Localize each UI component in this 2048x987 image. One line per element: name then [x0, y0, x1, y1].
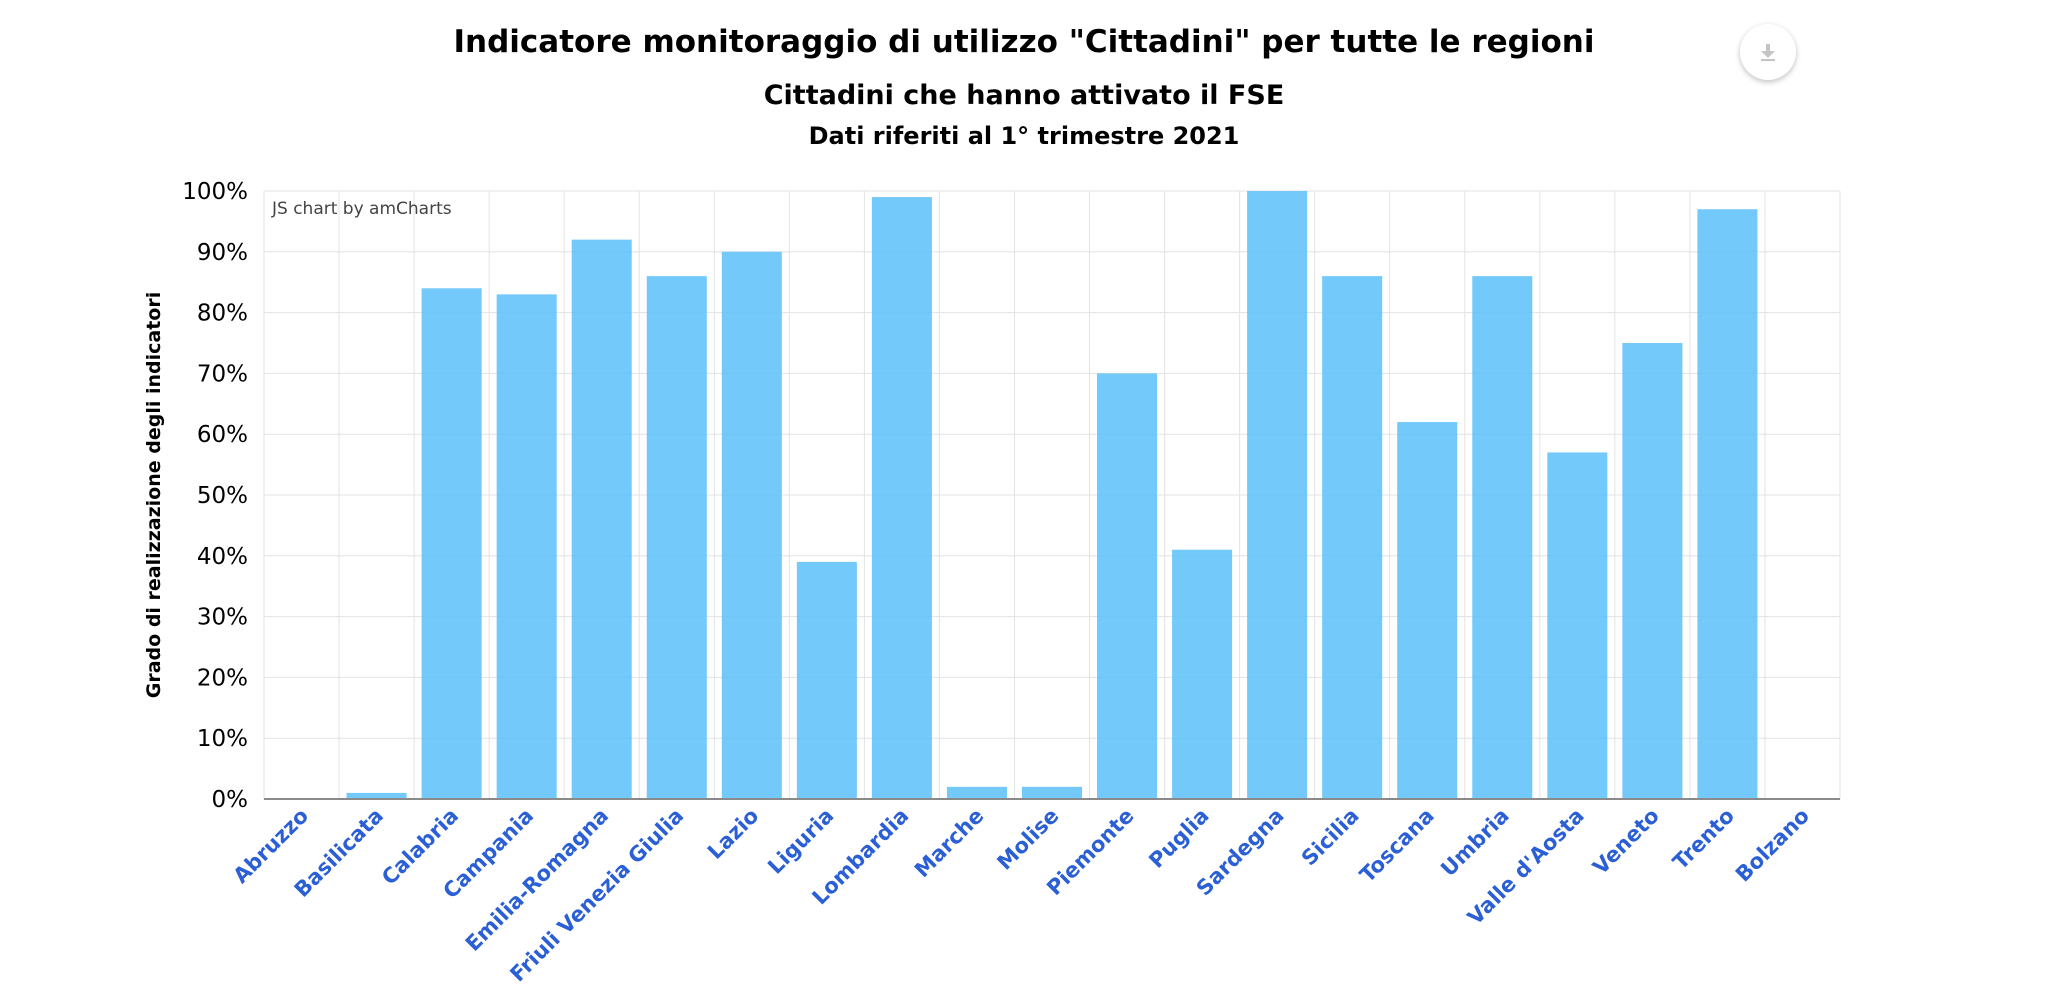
y-tick-label: 50%: [197, 483, 248, 509]
bar-lazio[interactable]: [721, 251, 782, 800]
bar-puglia[interactable]: [1172, 549, 1233, 799]
export-button[interactable]: [1740, 24, 1796, 80]
x-tick-label: Emilia-Romagna: [461, 804, 613, 956]
bar-emilia-romagna[interactable]: [571, 239, 632, 799]
y-tick-label: 10%: [197, 726, 248, 752]
bar-calabria[interactable]: [421, 288, 482, 799]
bar-campania[interactable]: [496, 294, 557, 799]
bar-sicilia[interactable]: [1322, 276, 1383, 799]
y-tick-label: 40%: [197, 544, 248, 570]
x-tick-label: Veneto: [1588, 804, 1664, 880]
chart-period: Dati riferiti al 1° trimestre 2021: [808, 122, 1240, 150]
y-tick-label: 80%: [197, 301, 248, 327]
x-tick-label: Lazio: [703, 804, 763, 864]
x-tick-label: Marche: [910, 804, 989, 883]
y-tick-label: 90%: [197, 240, 248, 266]
x-tick-label: Liguria: [763, 804, 838, 879]
download-icon: [1757, 41, 1779, 63]
bar-molise[interactable]: [1021, 786, 1083, 799]
bar-basilicata[interactable]: [346, 792, 407, 799]
x-tick-label: Umbria: [1436, 804, 1514, 882]
bar-valle-d-aosta[interactable]: [1547, 452, 1608, 799]
bar-umbria[interactable]: [1472, 276, 1533, 799]
x-tick-label: Toscana: [1355, 804, 1439, 888]
bar-sardegna[interactable]: [1247, 191, 1308, 799]
y-tick-label: 100%: [182, 179, 248, 205]
x-tick-label: Sicilia: [1297, 804, 1364, 871]
bar-toscana[interactable]: [1397, 422, 1458, 799]
y-tick-label: 30%: [197, 605, 248, 631]
bars: [346, 191, 1758, 800]
y-tick-label: 20%: [197, 665, 248, 691]
x-tick-label: Puglia: [1144, 804, 1213, 873]
chart-subtitle: Cittadini che hanno attivato il FSE: [763, 80, 1285, 111]
bar-liguria[interactable]: [796, 561, 857, 799]
bar-marche[interactable]: [946, 786, 1007, 799]
y-tick-label: 70%: [197, 361, 248, 387]
bar-friuli-venezia-giulia[interactable]: [646, 276, 707, 799]
y-tick-label: 60%: [197, 422, 248, 448]
bar-piemonte[interactable]: [1097, 373, 1158, 799]
y-tick-label: 0%: [212, 787, 249, 813]
y-axis-title: Grado di realizzazione degli indicatori: [143, 292, 165, 698]
chart-credit[interactable]: JS chart by amCharts: [271, 199, 452, 219]
x-tick-label: Bolzano: [1731, 804, 1814, 887]
x-tick-label: Trento: [1668, 804, 1739, 875]
bar-veneto[interactable]: [1622, 343, 1683, 799]
chart-title: Indicatore monitoraggio di utilizzo "Cit…: [453, 24, 1595, 60]
bar-lombardia[interactable]: [871, 197, 932, 799]
x-tick-label: Molise: [992, 804, 1063, 875]
bar-trento[interactable]: [1697, 209, 1758, 800]
